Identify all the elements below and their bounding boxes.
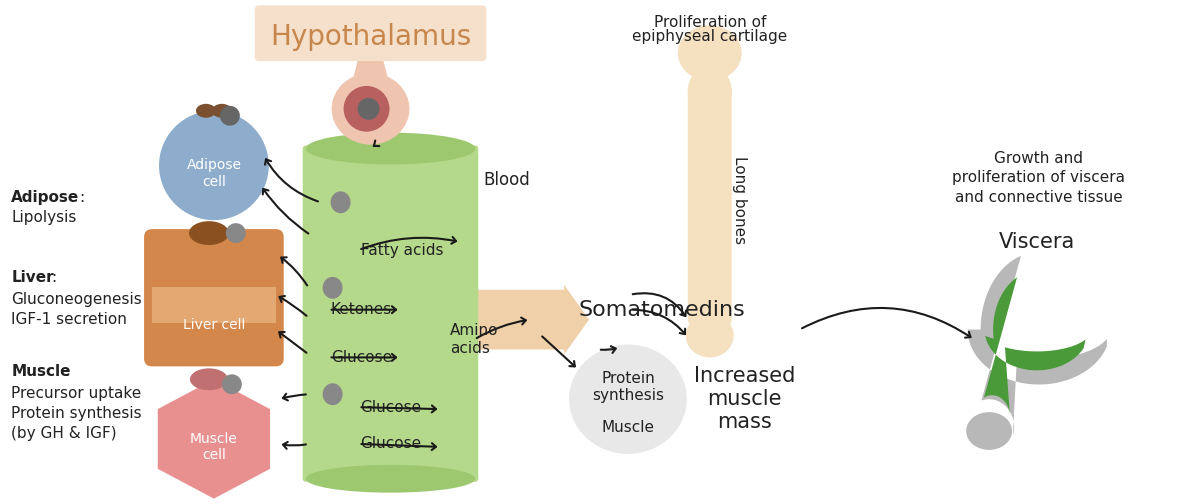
FancyBboxPatch shape	[144, 229, 283, 366]
Ellipse shape	[306, 133, 475, 164]
Ellipse shape	[188, 221, 229, 245]
Ellipse shape	[331, 192, 350, 213]
Text: Adipose
cell: Adipose cell	[186, 158, 241, 188]
FancyBboxPatch shape	[688, 85, 732, 326]
Ellipse shape	[196, 104, 216, 118]
FancyBboxPatch shape	[152, 287, 276, 323]
Text: :: :	[52, 270, 56, 285]
Text: :: :	[65, 364, 70, 380]
Text: Liver cell: Liver cell	[182, 318, 245, 332]
Text: Viscera: Viscera	[998, 232, 1075, 252]
Polygon shape	[157, 380, 270, 498]
Text: :: :	[79, 191, 84, 205]
Text: Proliferation of: Proliferation of	[654, 15, 766, 30]
Polygon shape	[353, 57, 389, 81]
Text: Growth and: Growth and	[995, 151, 1084, 165]
Ellipse shape	[678, 25, 742, 81]
Text: Precursor uptake: Precursor uptake	[11, 386, 142, 401]
Polygon shape	[967, 256, 1106, 435]
Text: Blood: Blood	[484, 171, 530, 190]
Ellipse shape	[358, 98, 379, 120]
Polygon shape	[984, 277, 1086, 414]
Text: IGF-1 secretion: IGF-1 secretion	[11, 311, 127, 327]
Text: Adipose: Adipose	[11, 191, 79, 205]
Ellipse shape	[160, 111, 269, 220]
Text: Glucose: Glucose	[331, 350, 391, 365]
Text: Muscle
cell: Muscle cell	[190, 432, 238, 462]
Text: Protein synthesis: Protein synthesis	[11, 406, 142, 421]
Ellipse shape	[212, 104, 232, 118]
Text: Amino
acids: Amino acids	[450, 323, 499, 356]
Text: Long bones: Long bones	[732, 156, 748, 244]
Text: Glucose: Glucose	[360, 436, 421, 452]
Text: and connective tissue: and connective tissue	[955, 191, 1123, 205]
Ellipse shape	[331, 73, 409, 145]
Ellipse shape	[220, 106, 240, 125]
Text: Glucose: Glucose	[360, 400, 421, 415]
Ellipse shape	[691, 284, 728, 326]
Text: Increased
muscle
mass: Increased muscle mass	[694, 366, 796, 432]
Text: (by GH & IGF): (by GH & IGF)	[11, 426, 116, 441]
FancyBboxPatch shape	[254, 6, 486, 61]
Ellipse shape	[686, 313, 733, 357]
Text: epiphyseal cartilage: epiphyseal cartilage	[632, 29, 787, 44]
FancyBboxPatch shape	[302, 146, 479, 482]
Ellipse shape	[323, 277, 342, 299]
Ellipse shape	[343, 86, 390, 132]
FancyArrow shape	[474, 285, 589, 354]
Text: Fatty acids: Fatty acids	[360, 242, 443, 258]
Text: Hypothalamus: Hypothalamus	[270, 23, 472, 51]
Text: Liver: Liver	[11, 270, 54, 285]
Ellipse shape	[966, 412, 1012, 450]
Ellipse shape	[323, 383, 342, 405]
Ellipse shape	[190, 368, 228, 390]
Text: Gluconeogenesis: Gluconeogenesis	[11, 292, 142, 307]
Text: Muscle: Muscle	[601, 419, 654, 434]
Ellipse shape	[222, 374, 242, 394]
Ellipse shape	[688, 66, 732, 116]
Text: Somatomedins: Somatomedins	[578, 300, 745, 320]
Ellipse shape	[569, 345, 686, 454]
Ellipse shape	[306, 465, 475, 493]
Text: proliferation of viscera: proliferation of viscera	[953, 170, 1126, 185]
Text: Lipolysis: Lipolysis	[11, 210, 77, 225]
Text: Protein
synthesis: Protein synthesis	[592, 371, 664, 403]
Ellipse shape	[226, 223, 246, 243]
Text: Ketones: Ketones	[331, 302, 392, 317]
Text: Muscle: Muscle	[11, 364, 71, 380]
